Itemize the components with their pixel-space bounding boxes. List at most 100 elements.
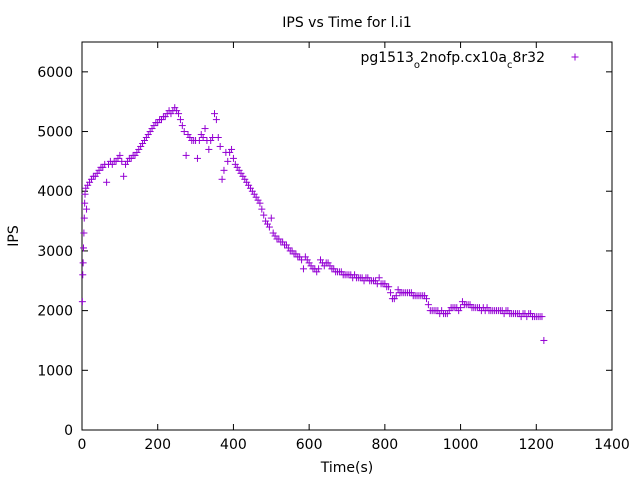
data-point (423, 295, 430, 303)
data-point (182, 151, 190, 159)
data-point (375, 274, 383, 282)
data-point (385, 283, 393, 291)
data-point (186, 134, 194, 142)
data-point (173, 107, 181, 115)
data-point (175, 110, 183, 118)
y-tick-label: 6000 (37, 65, 73, 81)
y-tick-label: 4000 (37, 184, 73, 200)
data-point (154, 119, 162, 127)
data-point (139, 139, 147, 147)
data-point (79, 259, 87, 267)
x-axis-label: Time(s) (320, 460, 373, 476)
axis-ticks: 0 200 400 600 800 1000 1200 1400 0 1000 2000 3000 40… (37, 42, 630, 453)
data-point (275, 235, 283, 243)
data-point (381, 280, 389, 288)
data-point (93, 169, 101, 177)
data-point (243, 178, 251, 186)
data-points (78, 104, 548, 344)
x-tick-label: 800 (371, 437, 398, 453)
data-point (195, 136, 203, 144)
data-point (258, 205, 266, 213)
data-point (267, 214, 275, 222)
data-point (176, 116, 184, 124)
data-point (305, 259, 313, 267)
data-point (233, 163, 241, 171)
data-point (307, 262, 315, 270)
data-point (135, 145, 143, 153)
data-point (211, 110, 218, 118)
y-tick-label: 0 (64, 423, 73, 439)
data-point (364, 274, 372, 282)
y-tick-label: 3000 (37, 244, 73, 260)
data-point (214, 134, 222, 142)
data-point (260, 211, 268, 219)
data-point (224, 157, 232, 165)
data-point (264, 220, 271, 228)
x-tick-label: 0 (78, 437, 87, 453)
data-point (317, 256, 324, 264)
data-point (180, 128, 188, 136)
data-point (235, 166, 243, 174)
legend-label: pg1513o2nofp.cx10ac8r32 (360, 50, 545, 71)
data-point (144, 131, 152, 139)
data-point (245, 181, 253, 189)
data-point (330, 265, 338, 273)
data-point (150, 122, 158, 130)
legend: pg1513o2nofp.cx10ac8r32 (360, 50, 579, 71)
data-point (538, 313, 546, 321)
data-point (82, 184, 90, 192)
data-point (108, 160, 116, 168)
data-point (103, 178, 111, 186)
data-point (504, 307, 512, 315)
data-point (252, 193, 260, 201)
data-point (127, 154, 135, 162)
data-point (288, 247, 296, 255)
data-point (78, 298, 86, 306)
data-point (540, 336, 548, 344)
y-axis-label: IPS (6, 225, 22, 247)
data-point (83, 205, 91, 213)
data-point (218, 175, 226, 183)
x-tick-label: 1000 (443, 437, 479, 453)
data-point (315, 265, 323, 273)
data-point (371, 277, 379, 285)
y-tick-label: 2000 (37, 304, 73, 320)
data-point (301, 253, 309, 261)
data-point (81, 190, 89, 198)
data-point (197, 131, 205, 139)
data-point (84, 181, 92, 189)
data-point (271, 232, 279, 240)
data-point (256, 199, 264, 207)
data-point (229, 154, 237, 162)
data-point (262, 217, 270, 225)
data-point (87, 175, 95, 183)
data-point (313, 268, 321, 276)
data-point (254, 196, 262, 204)
legend-marker-symbol (571, 53, 579, 61)
data-point (184, 131, 192, 139)
data-point (299, 265, 307, 273)
data-point (86, 178, 94, 186)
data-point (226, 148, 234, 156)
data-point (387, 289, 395, 297)
y-tick-label: 1000 (37, 363, 73, 379)
data-point (351, 271, 359, 279)
data-point (81, 199, 89, 207)
data-point (120, 172, 128, 180)
data-point (193, 154, 201, 162)
data-point (279, 238, 287, 246)
data-point (80, 229, 88, 237)
data-point (438, 307, 446, 315)
data-point (201, 125, 209, 133)
data-point (457, 304, 465, 312)
data-point (458, 298, 466, 306)
data-point (123, 157, 131, 165)
legend-label-part: pg1513 (360, 50, 413, 66)
data-point (284, 244, 292, 252)
data-point (337, 268, 345, 276)
legend-label-part: o (414, 60, 420, 71)
data-point (122, 160, 130, 168)
data-point (95, 166, 103, 174)
data-point (131, 151, 139, 159)
data-point (407, 289, 415, 297)
